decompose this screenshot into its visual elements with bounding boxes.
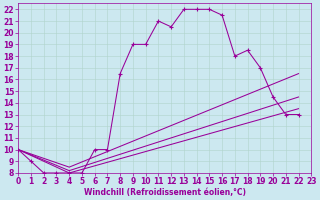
X-axis label: Windchill (Refroidissement éolien,°C): Windchill (Refroidissement éolien,°C) [84,188,246,197]
